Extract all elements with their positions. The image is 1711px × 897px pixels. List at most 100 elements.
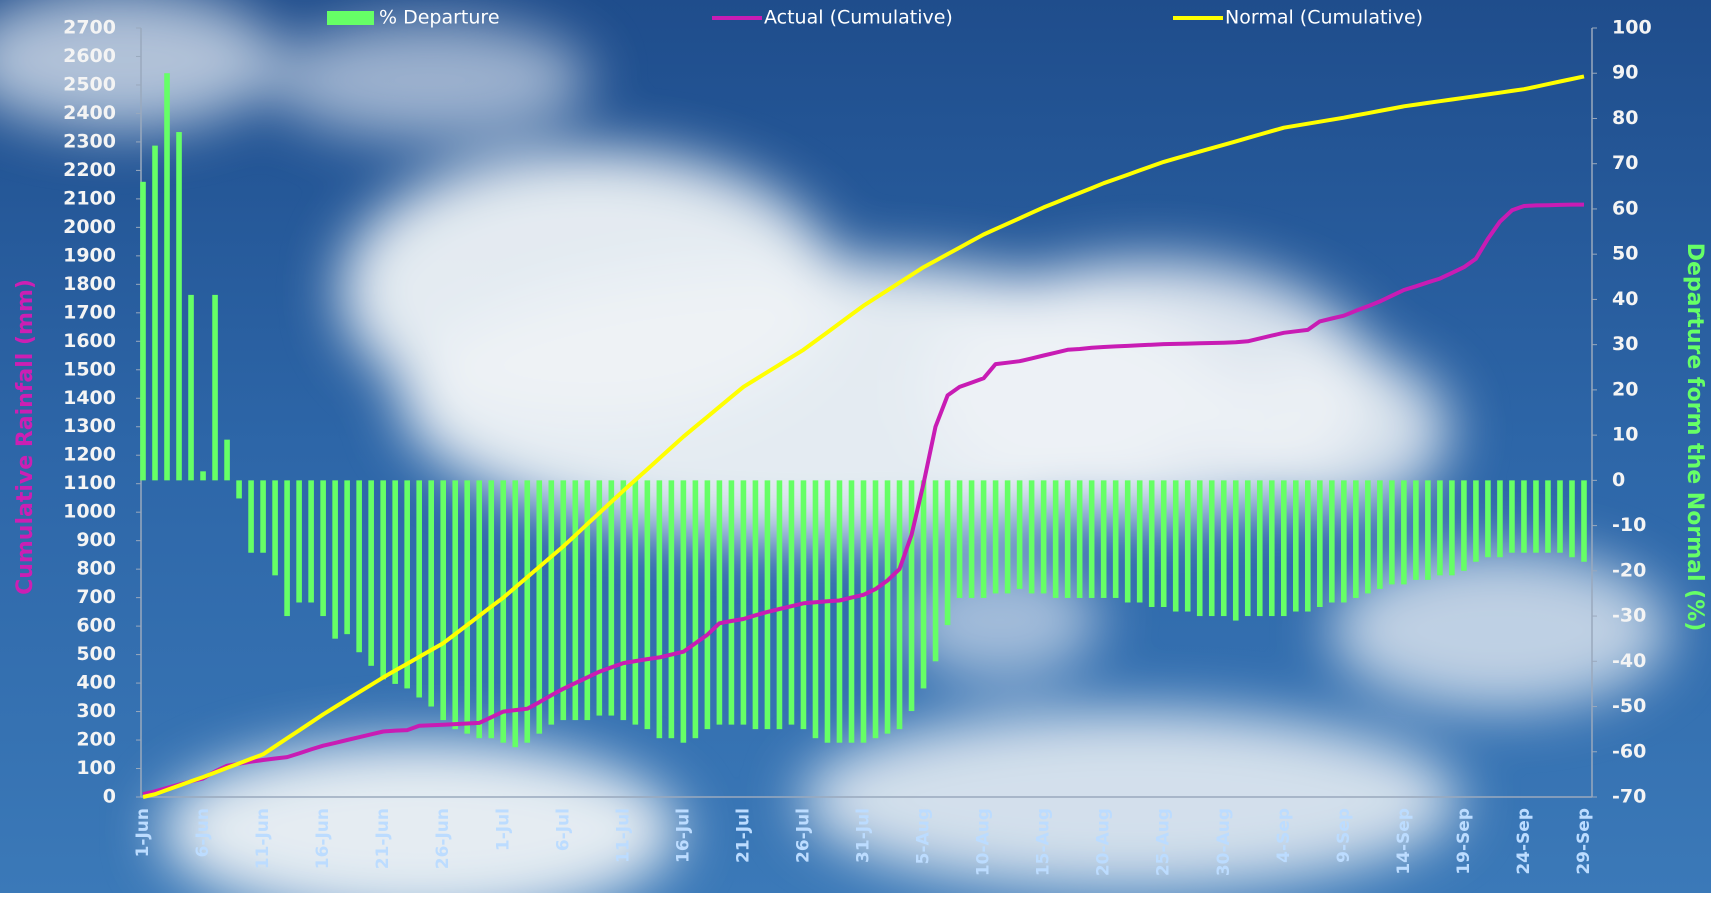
bar	[788, 480, 795, 725]
bar	[356, 480, 362, 653]
x-tick-label: 9-Sep	[1334, 808, 1354, 863]
x-tick-label: 29-Sep	[1574, 808, 1594, 875]
bar	[1256, 480, 1263, 617]
y-tick-label: 600	[76, 615, 116, 637]
bar	[500, 480, 507, 743]
bar	[908, 480, 915, 712]
legend-swatch	[327, 11, 374, 25]
bar	[140, 181, 146, 481]
bar	[704, 480, 711, 730]
x-tick-label: 4-Sep	[1274, 808, 1294, 863]
bar	[308, 480, 314, 603]
bar	[1148, 480, 1155, 608]
bar	[260, 480, 266, 553]
bar	[956, 480, 963, 598]
y2-tick-label: -50	[1612, 695, 1646, 717]
bar	[1232, 480, 1239, 621]
x-tick-label: 26-Jun	[433, 808, 453, 869]
y-tick-label: 900	[76, 529, 116, 551]
y-tick-label: 2000	[63, 216, 116, 238]
bar	[476, 480, 483, 739]
bar	[416, 480, 422, 698]
bar	[176, 132, 182, 481]
bar	[860, 480, 867, 743]
y2-tick-label: 50	[1612, 243, 1638, 265]
x-tick-label: 19-Sep	[1454, 808, 1474, 875]
y2-tick-label: -70	[1612, 786, 1646, 808]
legend-label: Normal (Cumulative)	[1225, 7, 1423, 29]
bar	[1220, 480, 1227, 617]
x-tick-label: 1-Jun	[133, 808, 153, 857]
bar	[392, 480, 398, 684]
bar	[1208, 480, 1215, 617]
bar	[644, 480, 651, 730]
y-tick-label: 100	[76, 757, 116, 779]
x-tick-label: 16-Jun	[313, 808, 333, 869]
x-tick-label: 1-Jul	[493, 808, 513, 851]
bar	[1028, 480, 1035, 594]
bar	[692, 480, 699, 739]
bar	[1004, 480, 1011, 594]
bar	[512, 480, 519, 748]
x-tick-label: 15-Aug	[1034, 808, 1054, 876]
clouds	[0, 0, 1670, 897]
y-tick-label: 1800	[63, 273, 116, 295]
bar	[728, 480, 735, 725]
y-tick-label: 1100	[63, 472, 116, 494]
bar	[944, 480, 951, 626]
bar	[716, 480, 723, 725]
bar	[776, 480, 783, 730]
bar	[1545, 480, 1551, 553]
bar	[344, 480, 350, 635]
bar	[1305, 480, 1311, 612]
bar	[680, 480, 687, 743]
y2-tick-label: 90	[1612, 62, 1638, 84]
bar	[1040, 480, 1047, 594]
bar	[656, 480, 663, 739]
bar	[968, 480, 975, 598]
bar	[1377, 480, 1383, 589]
bar	[764, 480, 771, 730]
y2-tick-label: -40	[1612, 650, 1646, 672]
bar	[1172, 480, 1179, 612]
bar	[1064, 480, 1071, 598]
line	[142, 74, 1585, 799]
bar	[248, 480, 254, 553]
legend-label: % Departure	[379, 7, 500, 29]
x-tick-label: 6-Jul	[553, 808, 573, 851]
bar	[668, 480, 675, 739]
bar	[296, 480, 302, 603]
x-tick-label: 6-Jun	[193, 808, 213, 857]
y2-axis-title: Departure form the Normal (%)	[1682, 243, 1707, 632]
bar	[1196, 480, 1203, 617]
bar-series	[140, 73, 1587, 748]
bar	[1293, 480, 1299, 612]
y-tick-label: 2100	[63, 187, 116, 209]
y2-tick-label: -10	[1612, 514, 1646, 536]
bar	[1016, 480, 1023, 589]
y-tick-label: 500	[76, 643, 116, 665]
bar	[284, 480, 290, 617]
legend-label: Actual (Cumulative)	[764, 7, 953, 29]
bar	[752, 480, 759, 730]
y2-tick-label: 70	[1612, 152, 1638, 174]
bar	[836, 480, 843, 743]
y2-tick-label: 40	[1612, 288, 1638, 310]
x-tick-label: 11-Jul	[613, 808, 633, 863]
bar	[536, 480, 543, 734]
bar	[1112, 480, 1119, 598]
y-tick-label: 2700	[63, 17, 116, 39]
bar	[1497, 480, 1503, 558]
y-tick-label: 1900	[63, 244, 116, 266]
bar	[980, 480, 987, 598]
y-tick-label: 2600	[63, 45, 116, 67]
x-tick-label: 21-Jul	[733, 808, 753, 863]
bar	[164, 73, 170, 481]
bar	[992, 480, 999, 594]
y-tick-label: 800	[76, 558, 116, 580]
y2-tick-label: 60	[1612, 197, 1638, 219]
x-tick-label: 20-Aug	[1094, 808, 1114, 876]
y-tick-label: 2500	[63, 73, 116, 95]
y2-tick-label: 80	[1612, 107, 1638, 129]
bar	[896, 480, 903, 730]
